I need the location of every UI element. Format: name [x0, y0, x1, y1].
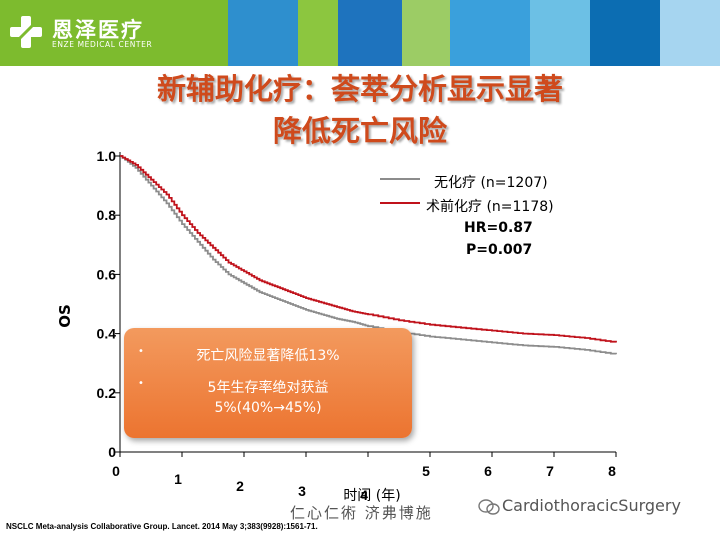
- finding-1-text: 死亡风险显著降低13%: [196, 348, 340, 364]
- header-stripe: [590, 0, 660, 66]
- header-stripe: [530, 0, 590, 66]
- y-tick-label: 0.2: [97, 385, 117, 401]
- y-tick-label: 1.0: [97, 148, 117, 164]
- x-tick-label: 1: [174, 471, 182, 487]
- medical-cross-icon: [10, 16, 42, 48]
- finding-2-line-1: 5年生存率绝对获益: [207, 380, 329, 396]
- x-tick-label: 2: [236, 478, 244, 494]
- logo-text-en: ENZE MEDICAL CENTER: [52, 40, 153, 49]
- legend-swatch-no-chemo: [380, 178, 420, 180]
- wechat-icon: [478, 499, 500, 515]
- y-axis-title: OS: [56, 304, 74, 328]
- y-tick-label: 0.6: [97, 266, 117, 282]
- header-stripe: [402, 0, 450, 66]
- title-line-1: 新辅助化疗：荟萃分析显示显著: [156, 72, 563, 106]
- watermark-calligraphy: 仁心仁術 济弗博施: [290, 504, 433, 522]
- slide-title: 新辅助化疗：荟萃分析显示显著 降低死亡风险: [0, 68, 720, 152]
- watermark-account: CardiothoracicSurgery: [474, 496, 681, 515]
- legend-swatch-preop-chemo: [380, 202, 420, 204]
- header-stripe: [450, 0, 530, 66]
- header-color-band: [0, 0, 720, 66]
- logo-text-cn: 恩泽医疗: [52, 18, 144, 42]
- x-tick-label: 6: [484, 463, 492, 479]
- header-stripe: [168, 0, 228, 66]
- x-tick-label: 0: [112, 463, 120, 479]
- watermark-account-text: CardiothoracicSurgery: [502, 496, 681, 515]
- legend-label-no-chemo: 无化疗 (n=1207): [434, 175, 548, 191]
- x-tick-label: 5: [422, 463, 430, 479]
- p-value: P=0.007: [466, 242, 533, 258]
- key-findings-box: • 死亡风险显著降低13% • 5年生存率绝对获益 5%(40%→45%): [124, 328, 412, 438]
- x-axis-title: 时间 (年): [343, 488, 400, 504]
- legend-label-preop-chemo: 术前化疗 (n=1178): [426, 199, 554, 215]
- y-tick-label: 0.8: [97, 207, 117, 223]
- bullet-1: •: [138, 346, 144, 357]
- series-line-no-chemo: [120, 155, 617, 355]
- x-tick-label: 8: [608, 463, 616, 479]
- title-line-2: 降低死亡风险: [272, 114, 447, 148]
- finding-2-line-2: 5%(40%→45%): [214, 400, 322, 416]
- series-layer: [120, 155, 617, 355]
- bullet-2: •: [138, 378, 144, 389]
- y-tick-label: 0.4: [97, 326, 117, 342]
- header-stripe: [660, 0, 720, 66]
- header-stripe: [338, 0, 402, 66]
- series-line-preop-chemo: [120, 155, 617, 343]
- x-tick-label: 4: [360, 487, 368, 503]
- x-tick-label: 7: [546, 463, 554, 479]
- hazard-ratio: HR=0.87: [464, 220, 533, 236]
- x-tick-label: 3: [298, 483, 306, 499]
- finding-2: • 5年生存率绝对获益 5%(40%→45%): [124, 378, 412, 418]
- y-tick-label: 0: [108, 444, 116, 460]
- citation: NSCLC Meta-analysis Collaborative Group.…: [6, 522, 318, 531]
- header-bar: 恩泽医疗 ENZE MEDICAL CENTER: [0, 0, 720, 66]
- finding-1: • 死亡风险显著降低13%: [124, 346, 412, 366]
- ticks-layer: 0 0.2 0.4 0.6 0.8 1.0 0 1 2 3 4 5 6 7 8 OS 时间 (年): [56, 148, 617, 504]
- header-stripe: [228, 0, 298, 66]
- logo: 恩泽医疗 ENZE MEDICAL CENTER: [0, 0, 168, 66]
- header-stripe: [298, 0, 338, 66]
